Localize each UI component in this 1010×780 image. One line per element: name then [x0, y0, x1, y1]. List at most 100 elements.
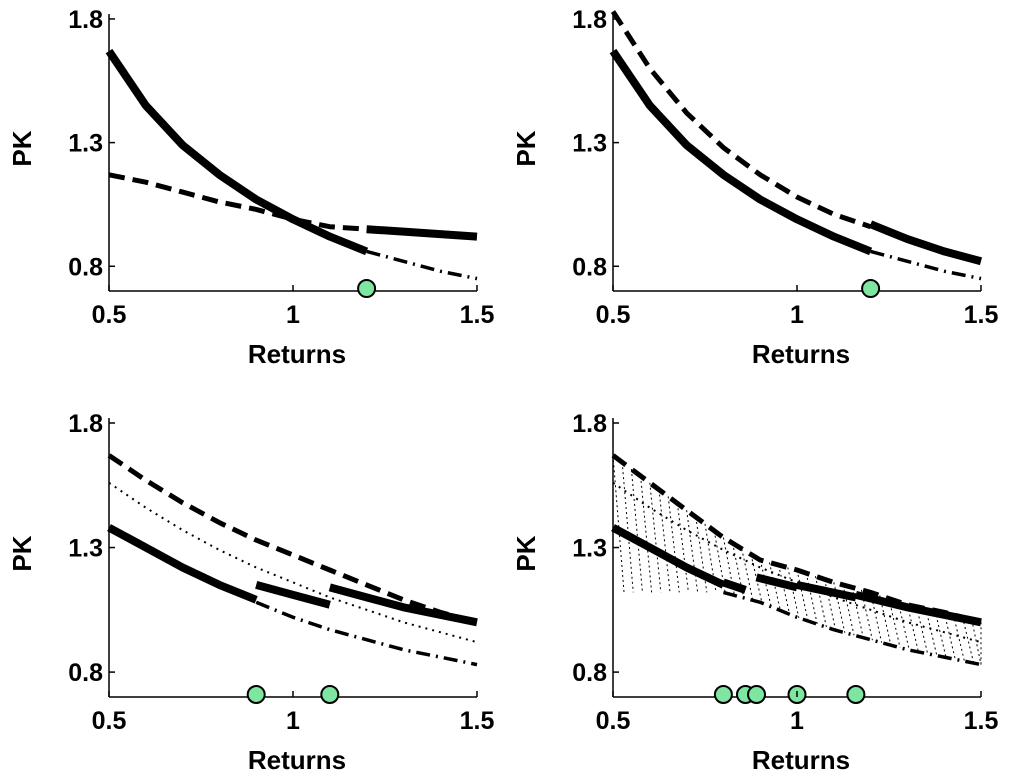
hatch-line [906, 604, 919, 653]
hatch-line [640, 475, 653, 593]
observation-marker [320, 685, 340, 705]
hatch-line [787, 567, 800, 619]
x-tick-label: 0.5 [596, 301, 631, 329]
series-dash-dot-line [870, 249, 982, 281]
hatch-line [695, 516, 708, 593]
hatch-line [741, 548, 754, 601]
hatch-line [796, 569, 809, 622]
x-axis-label: Returns [248, 339, 346, 369]
y-tick-label: 0.8 [572, 659, 607, 687]
series-solid-thick-line [611, 524, 726, 589]
observation-marker [246, 685, 266, 705]
series-solid-thick-line [869, 220, 983, 266]
y-tick-label: 0.8 [572, 253, 607, 281]
hatch-line [860, 589, 873, 641]
hatch-line [676, 503, 689, 593]
y-tick-label: 1.3 [572, 535, 607, 563]
hatch-line [759, 559, 772, 607]
hatch-line [686, 510, 699, 593]
hatch-line [658, 489, 671, 593]
hatch-line [750, 554, 763, 604]
hatch-line [621, 462, 634, 593]
hatch-line [925, 608, 938, 656]
series-dotted-line [612, 481, 982, 644]
panel-4: 0.5 1 1.5 0.8 1.3 1.8 Returns PK [511, 410, 998, 775]
y-tick-label: 0.8 [68, 659, 103, 687]
x-tick-label: 1.5 [964, 301, 999, 329]
y-tick-label: 1.8 [572, 410, 607, 438]
series-dashed-line [108, 172, 367, 232]
hatch-line [842, 584, 855, 636]
hatch-line [934, 610, 947, 658]
series-dashed-line [610, 10, 872, 230]
x-tick-label: 0.5 [596, 707, 631, 735]
y-axis-label: PK [7, 130, 37, 166]
hatch-line [768, 562, 781, 611]
y-tick-label: 0.8 [68, 253, 103, 281]
series-solid-thick-line [107, 524, 258, 604]
hatch-line [971, 619, 982, 665]
hatch-line [916, 606, 929, 654]
y-axis-label: PK [511, 130, 541, 166]
x-tick-label: 1 [286, 301, 300, 329]
hatch-line [667, 496, 680, 593]
hatch-line [649, 482, 662, 593]
x-tick-label: 0.5 [92, 301, 127, 329]
panel-1: 0.5 1 1.5 0.8 1.3 1.8 Returns PK [7, 6, 494, 369]
y-tick-label: 1.3 [68, 130, 103, 158]
y-tick-label: 1.8 [68, 6, 103, 34]
x-axis-label: Returns [752, 339, 850, 369]
series-dash-dot-line [722, 590, 982, 667]
hatch-line [805, 572, 818, 625]
x-tick-label: 0.5 [92, 707, 127, 735]
hatch-line [612, 455, 625, 593]
y-axis-label: PK [7, 535, 37, 571]
series-dash-dot-line [366, 249, 478, 281]
series-solid-thick-line [755, 573, 798, 592]
series-solid-thick-line [722, 578, 747, 594]
hatch-line [833, 582, 846, 633]
observation-marker [861, 279, 881, 299]
hatch-line [824, 579, 837, 631]
series-solid-thick-line [328, 583, 478, 627]
series-dash-dot-line [255, 600, 478, 667]
hatch-line [814, 576, 827, 628]
x-tick-label: 1 [790, 707, 804, 735]
hatch-line [943, 612, 956, 660]
hatch-line [704, 523, 717, 593]
hatch-line [778, 564, 791, 615]
x-axis-label: Returns [752, 745, 850, 775]
x-tick-label: 1.5 [460, 301, 495, 329]
hatch-line [888, 598, 901, 648]
x-tick-label: 1.5 [964, 707, 999, 735]
series-dashed-line [107, 453, 478, 625]
hatch-line [851, 587, 864, 638]
hatch-line [897, 601, 910, 651]
series-solid-thick-line [255, 581, 331, 609]
x-tick-label: 1 [790, 301, 804, 329]
observation-marker [357, 279, 377, 299]
x-axis-label: Returns [248, 745, 346, 775]
y-tick-label: 1.8 [68, 410, 103, 438]
hatch-line [713, 530, 726, 593]
series-dashed-line [611, 453, 982, 625]
panel-3: 0.5 1 1.5 0.8 1.3 1.8 Returns PK [7, 410, 494, 775]
observation-marker [846, 685, 866, 705]
x-tick-label: 1.5 [460, 707, 495, 735]
series-solid-thick-line [105, 48, 369, 256]
observation-marker [747, 685, 767, 705]
hatch-line [870, 592, 883, 643]
series-solid-thick-line [796, 580, 857, 602]
panel-2: 0.5 1 1.5 0.8 1.3 1.8 Returns PK [511, 6, 998, 369]
y-tick-label: 1.8 [572, 6, 607, 34]
hatch-line [879, 595, 892, 646]
y-axis-label: PK [511, 535, 541, 571]
y-tick-label: 1.3 [68, 535, 103, 563]
x-tick-label: 1 [286, 707, 300, 735]
observation-marker [713, 685, 733, 705]
series-solid-thick-line [366, 225, 478, 241]
hatch-line [630, 469, 643, 593]
y-tick-label: 1.3 [572, 130, 607, 158]
series-solid-thick-line [609, 48, 873, 256]
